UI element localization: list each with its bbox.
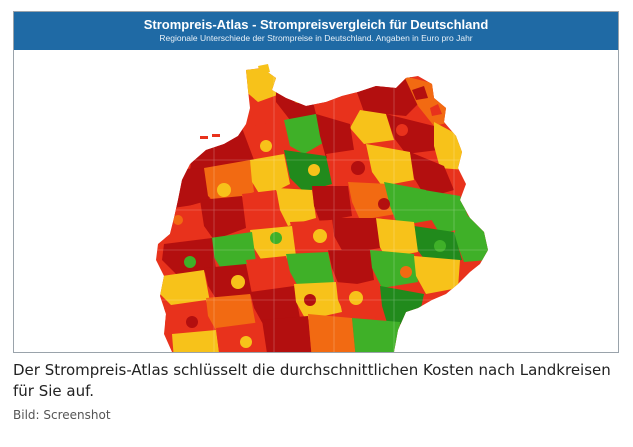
district-region[interactable] bbox=[366, 144, 414, 186]
district-region[interactable] bbox=[326, 148, 374, 188]
district-region[interactable] bbox=[434, 122, 466, 170]
district-region[interactable] bbox=[386, 114, 438, 154]
district-region[interactable] bbox=[316, 114, 354, 158]
district-region[interactable] bbox=[350, 110, 394, 144]
map-header: Strompreis-Atlas - Strompreisvergleich f… bbox=[14, 12, 618, 50]
district-region[interactable] bbox=[312, 186, 352, 222]
district-region[interactable] bbox=[244, 68, 280, 102]
district-region[interactable] bbox=[206, 294, 256, 334]
image-caption: Der Strompreis-Atlas schlüsselt die durc… bbox=[13, 361, 611, 400]
price-atlas-figure: Strompreis-Atlas - Strompreisvergleich f… bbox=[13, 11, 619, 353]
district-region[interactable] bbox=[172, 330, 220, 352]
district-region[interactable] bbox=[384, 182, 432, 226]
district-region[interactable] bbox=[246, 256, 294, 296]
district-polygons bbox=[156, 68, 490, 352]
district-region[interactable] bbox=[286, 252, 334, 290]
district-region[interactable] bbox=[242, 190, 284, 232]
germany-choropleth-map[interactable] bbox=[14, 50, 618, 352]
district-region[interactable] bbox=[262, 316, 312, 352]
district-region[interactable] bbox=[276, 188, 316, 226]
district-region[interactable] bbox=[294, 282, 342, 320]
district-region[interactable] bbox=[284, 114, 328, 154]
district-region[interactable] bbox=[308, 314, 356, 352]
district-borders bbox=[156, 68, 488, 352]
district-region[interactable] bbox=[410, 152, 454, 198]
district-region[interactable] bbox=[370, 250, 418, 288]
map-title: Strompreis-Atlas - Strompreisvergleich f… bbox=[143, 17, 489, 32]
district-region[interactable] bbox=[332, 218, 380, 254]
district-region[interactable] bbox=[374, 218, 418, 258]
district-region[interactable] bbox=[454, 210, 490, 262]
district-region[interactable] bbox=[250, 154, 290, 198]
district-region[interactable] bbox=[210, 232, 256, 270]
district-region[interactable] bbox=[250, 226, 296, 264]
district-region[interactable] bbox=[200, 196, 246, 240]
district-region[interactable] bbox=[290, 220, 336, 256]
district-region[interactable] bbox=[204, 160, 254, 206]
district-region[interactable] bbox=[204, 264, 252, 302]
district-region[interactable] bbox=[160, 270, 210, 310]
district-region[interactable] bbox=[284, 150, 332, 192]
image-credit: Bild: Screenshot bbox=[13, 408, 111, 422]
coastal-islands bbox=[200, 64, 442, 139]
district-region[interactable] bbox=[348, 182, 396, 220]
district-region[interactable] bbox=[352, 318, 400, 352]
map-subtitle: Regionale Unterschiede der Strompreise i… bbox=[159, 33, 473, 43]
district-region[interactable] bbox=[250, 286, 300, 326]
district-region[interactable] bbox=[414, 256, 460, 294]
district-region[interactable] bbox=[328, 250, 374, 288]
